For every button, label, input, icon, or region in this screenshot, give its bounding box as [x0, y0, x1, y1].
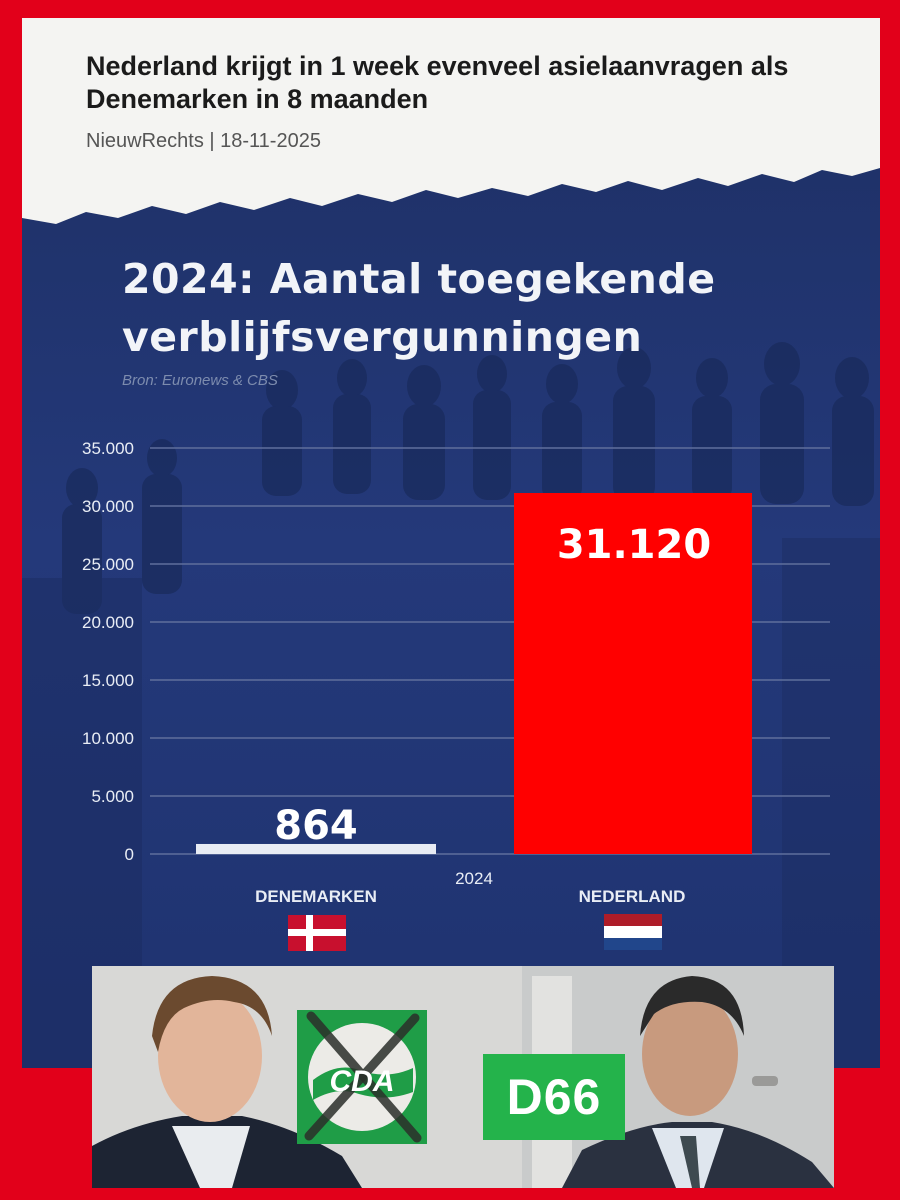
bar-chart: 0 5.000 10.000 15.000 20.000 25.000 30.000 35.0…: [82, 439, 830, 951]
cda-crossed-out-icon: CDA: [297, 1010, 427, 1144]
y-tick-label: 20.000: [82, 613, 134, 632]
d66-logo-text: D66: [506, 1069, 602, 1125]
category-label: DENEMARKEN: [255, 887, 377, 906]
flag-denmark-cross: [288, 929, 346, 936]
y-tick-label: 30.000: [82, 497, 134, 516]
data-label: 31.120: [557, 522, 711, 568]
flag-netherlands-icon: [604, 914, 662, 926]
y-tick-label: 25.000: [82, 555, 134, 574]
flag-netherlands-stripe: [604, 926, 662, 938]
chart-source: Bron: Euronews & CBS: [122, 372, 278, 389]
category-label: NEDERLAND: [579, 887, 686, 906]
article-byline: NieuwRechts | 18-11-2025: [86, 130, 321, 152]
y-tick-label: 35.000: [82, 439, 134, 458]
cda-logo-text: CDA: [330, 1065, 395, 1098]
politician-photo-left: [92, 966, 834, 1188]
y-tick-label: 15.000: [82, 671, 134, 690]
d66-logo: D66: [483, 1054, 625, 1140]
chart-title: 2024: Aantal toegekende verblijfsvergunn…: [122, 255, 716, 361]
x-axis-label: 2024: [455, 869, 493, 888]
flag-netherlands-stripe: [604, 938, 662, 950]
y-tick-label: 5.000: [91, 787, 134, 806]
headline-paper-strip: [22, 18, 880, 224]
article-headline: Nederland krijgt in 1 week evenveel asie…: [86, 51, 789, 114]
y-tick-label: 10.000: [82, 729, 134, 748]
politicians-photo-panel: CDA D66: [92, 966, 834, 1188]
infographic-card: Nederland krijgt in 1 week evenveel asie…: [22, 18, 880, 1068]
cda-logo: CDA: [297, 1010, 427, 1144]
y-tick-label: 0: [125, 845, 134, 864]
bar: [514, 493, 752, 854]
bar: [196, 843, 436, 854]
data-label: 864: [274, 803, 358, 849]
